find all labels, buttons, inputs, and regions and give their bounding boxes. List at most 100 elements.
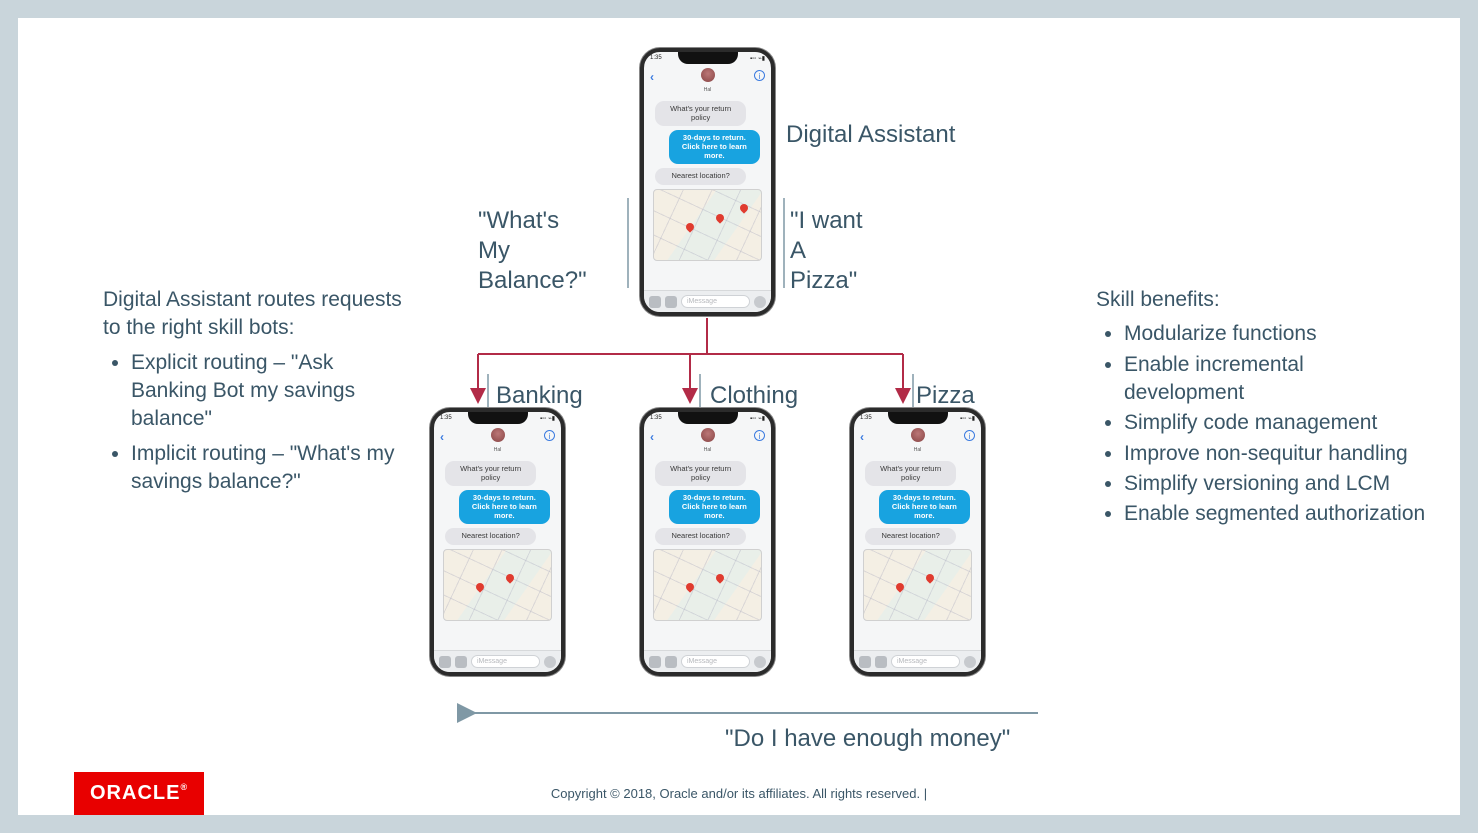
routing-description: Digital Assistant routes requests to the… — [103, 286, 413, 502]
map-pin-icon — [684, 222, 695, 233]
user-bubble: Nearest location? — [655, 528, 746, 545]
phone-header: ‹ Hal i — [644, 66, 771, 92]
info-icon[interactable]: i — [754, 430, 765, 441]
label-banking: Banking — [496, 381, 583, 411]
appstore-icon[interactable] — [875, 656, 887, 668]
benefit-item: Improve non-sequitur handling — [1124, 440, 1426, 468]
user-bubble: What's your return policy — [655, 101, 746, 126]
back-icon[interactable]: ‹ — [650, 70, 654, 84]
user-bubble: What's your return policy — [445, 461, 536, 486]
avatar-icon[interactable] — [701, 68, 715, 82]
phone-pizza: 1:35 ▪▫▫ ⌁▮ ‹ Hal i What's your return p… — [850, 408, 985, 676]
avatar-icon[interactable] — [491, 428, 505, 442]
map-pin-icon — [738, 202, 749, 213]
phone-notch — [888, 412, 948, 424]
benefit-item: Simplify code management — [1124, 409, 1426, 437]
benefit-item: Enable incremental development — [1124, 351, 1426, 408]
benefit-item: Enable segmented authorization — [1124, 500, 1426, 528]
phone-notch — [678, 52, 738, 64]
back-icon[interactable]: ‹ — [650, 430, 654, 444]
phone-header: ‹ Hal i — [854, 426, 981, 452]
benefits-description: Skill benefits: Modularize functions Ena… — [1096, 286, 1426, 531]
routing-diagram: Digital Assistant "What's My Balance?" "… — [418, 48, 1058, 768]
phone-input-bar: iMessage — [434, 650, 561, 672]
contact-name: Hal — [644, 87, 771, 93]
map-card[interactable] — [863, 549, 972, 621]
phone-input-bar: iMessage — [854, 650, 981, 672]
phone-notch — [468, 412, 528, 424]
appstore-icon[interactable] — [455, 656, 467, 668]
contact-name: Hal — [854, 447, 981, 453]
phone-digital-assistant: 1:35 ▪▫▫ ⌁▮ ‹ Hal i What's your return p… — [640, 48, 775, 316]
appstore-icon[interactable] — [665, 656, 677, 668]
chat-area: What's your return policy 30-days to ret… — [434, 454, 561, 650]
phone-time: 1:35 — [650, 415, 662, 421]
back-icon[interactable]: ‹ — [860, 430, 864, 444]
map-card[interactable] — [653, 549, 762, 621]
quote-money: "Do I have enough money" — [725, 724, 1010, 754]
routing-item-implicit: Implicit routing – "What's my savings ba… — [131, 440, 413, 497]
appstore-icon[interactable] — [665, 296, 677, 308]
user-bubble: What's your return policy — [865, 461, 956, 486]
message-input[interactable]: iMessage — [681, 295, 750, 308]
phone-signal: ▪▫▫ ⌁▮ — [750, 415, 765, 422]
quote-pizza: "I want A Pizza" — [790, 206, 910, 296]
bot-bubble[interactable]: 30-days to return. Click here to learn m… — [669, 490, 760, 524]
phone-header: ‹ Hal i — [434, 426, 561, 452]
phone-time: 1:35 — [650, 55, 662, 61]
routing-intro: Digital Assistant routes requests to the… — [103, 286, 413, 343]
chat-area: What's your return policy 30-days to ret… — [854, 454, 981, 650]
map-pin-icon — [474, 582, 485, 593]
footer: ORACLE® Copyright © 2018, Oracle and/or … — [18, 759, 1460, 815]
quote-balance: "What's My Balance?" — [478, 206, 608, 296]
label-pizza: Pizza — [916, 381, 975, 411]
mic-icon[interactable] — [964, 656, 976, 668]
label-digital-assistant: Digital Assistant — [786, 120, 955, 150]
chat-area: What's your return policy 30-days to ret… — [644, 454, 771, 650]
bot-bubble[interactable]: 30-days to return. Click here to learn m… — [879, 490, 970, 524]
camera-icon[interactable] — [649, 296, 661, 308]
benefit-item: Simplify versioning and LCM — [1124, 470, 1426, 498]
camera-icon[interactable] — [649, 656, 661, 668]
avatar-icon[interactable] — [701, 428, 715, 442]
phone-banking: 1:35 ▪▫▫ ⌁▮ ‹ Hal i What's your return p… — [430, 408, 565, 676]
camera-icon[interactable] — [439, 656, 451, 668]
phone-notch — [678, 412, 738, 424]
phone-clothing: 1:35 ▪▫▫ ⌁▮ ‹ Hal i What's your return p… — [640, 408, 775, 676]
info-icon[interactable]: i — [964, 430, 975, 441]
benefit-item: Modularize functions — [1124, 320, 1426, 348]
message-input[interactable]: iMessage — [891, 655, 960, 668]
map-card[interactable] — [653, 189, 762, 261]
user-bubble: Nearest location? — [445, 528, 536, 545]
oracle-logo: ORACLE® — [74, 772, 204, 815]
mic-icon[interactable] — [754, 656, 766, 668]
map-pin-icon — [684, 582, 695, 593]
benefits-list: Modularize functions Enable incremental … — [1096, 320, 1426, 528]
phone-header: ‹ Hal i — [644, 426, 771, 452]
phone-time: 1:35 — [860, 415, 872, 421]
contact-name: Hal — [434, 447, 561, 453]
map-pin-icon — [714, 212, 725, 223]
chat-area: What's your return policy 30-days to ret… — [644, 94, 771, 290]
map-pin-icon — [894, 582, 905, 593]
message-input[interactable]: iMessage — [471, 655, 540, 668]
message-input[interactable]: iMessage — [681, 655, 750, 668]
avatar-icon[interactable] — [911, 428, 925, 442]
registered-icon: ® — [180, 782, 188, 792]
label-clothing: Clothing — [710, 381, 798, 411]
bot-bubble[interactable]: 30-days to return. Click here to learn m… — [459, 490, 550, 524]
info-icon[interactable]: i — [544, 430, 555, 441]
mic-icon[interactable] — [544, 656, 556, 668]
map-pin-icon — [504, 572, 515, 583]
camera-icon[interactable] — [859, 656, 871, 668]
phone-input-bar: iMessage — [644, 290, 771, 312]
bot-bubble[interactable]: 30-days to return. Click here to learn m… — [669, 130, 760, 164]
map-card[interactable] — [443, 549, 552, 621]
routing-list: Explicit routing – "Ask Banking Bot my s… — [103, 349, 413, 497]
back-icon[interactable]: ‹ — [440, 430, 444, 444]
mic-icon[interactable] — [754, 296, 766, 308]
info-icon[interactable]: i — [754, 70, 765, 81]
user-bubble: What's your return policy — [655, 461, 746, 486]
routing-item-explicit: Explicit routing – "Ask Banking Bot my s… — [131, 349, 413, 434]
phone-signal: ▪▫▫ ⌁▮ — [750, 55, 765, 62]
